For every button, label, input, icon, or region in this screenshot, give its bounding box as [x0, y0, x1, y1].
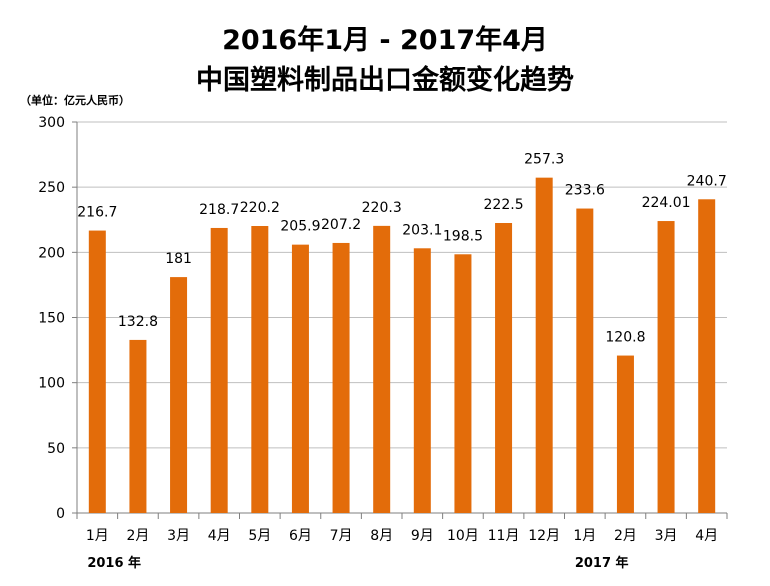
bar: [251, 226, 269, 514]
x-tick-label: 1月: [573, 528, 596, 544]
data-label: 132.8: [118, 314, 158, 330]
data-label: 220.2: [240, 200, 280, 216]
data-label: 216.7: [77, 205, 117, 221]
x-tick-label: 4月: [208, 528, 231, 544]
x-tick-label: 6月: [289, 528, 312, 544]
x-tick-label: 11月: [488, 528, 520, 544]
x-tick-label: 2月: [614, 528, 637, 544]
y-tick-label: 300: [38, 115, 65, 131]
bar: [535, 177, 553, 513]
year-label: 2017 年: [575, 555, 629, 571]
bar: [88, 230, 106, 513]
data-label: 257.3: [524, 152, 564, 168]
x-tick-label: 12月: [528, 528, 560, 544]
x-tick-label: 3月: [167, 528, 190, 544]
y-tick-label: 100: [38, 376, 65, 392]
data-label: 222.5: [484, 197, 524, 213]
x-tick-label: 4月: [695, 528, 718, 544]
bar: [616, 355, 634, 513]
bar: [373, 225, 391, 513]
y-tick-label: 150: [38, 311, 65, 327]
bar: [170, 277, 188, 513]
data-label: 181: [165, 251, 192, 267]
data-label: 233.6: [565, 183, 605, 199]
x-tick-label: 1月: [86, 528, 109, 544]
x-tick-label: 3月: [655, 528, 678, 544]
bar: [495, 223, 513, 513]
unit-label: （单位：亿元人民币）: [20, 94, 130, 107]
x-tick-label: 8月: [370, 528, 393, 544]
bar: [291, 244, 309, 513]
data-label: 218.7: [199, 202, 239, 218]
y-tick-label: 0: [56, 506, 65, 522]
data-label: 240.7: [687, 173, 727, 189]
x-tick-label: 10月: [447, 528, 479, 544]
bar: [454, 254, 472, 513]
x-tick-label: 9月: [411, 528, 434, 544]
data-label: 207.2: [321, 217, 361, 233]
year-label: 2016 年: [87, 555, 141, 571]
bar: [210, 227, 228, 513]
bar: [129, 339, 147, 513]
bar: [413, 248, 431, 513]
data-label: 198.5: [443, 228, 483, 244]
data-label: 203.1: [402, 222, 442, 238]
data-label: 220.3: [362, 200, 402, 216]
data-label: 224.01: [642, 195, 691, 211]
y-tick-label: 50: [47, 441, 65, 457]
x-tick-label: 2月: [126, 528, 149, 544]
x-tick-label: 5月: [248, 528, 271, 544]
chart-title-line2: 中国塑料制品出口金额变化趋势: [196, 65, 574, 96]
data-label: 205.9: [280, 219, 320, 235]
y-tick-label: 200: [38, 245, 65, 261]
bar: [576, 208, 594, 514]
bar: [698, 199, 716, 514]
chart-title-line1: 2016年1月 - 2017年4月: [222, 25, 548, 56]
data-label: 120.8: [605, 330, 645, 346]
x-tick-label: 7月: [330, 528, 353, 544]
y-tick-label: 250: [38, 180, 65, 196]
bar: [332, 242, 350, 513]
bar: [657, 221, 675, 514]
